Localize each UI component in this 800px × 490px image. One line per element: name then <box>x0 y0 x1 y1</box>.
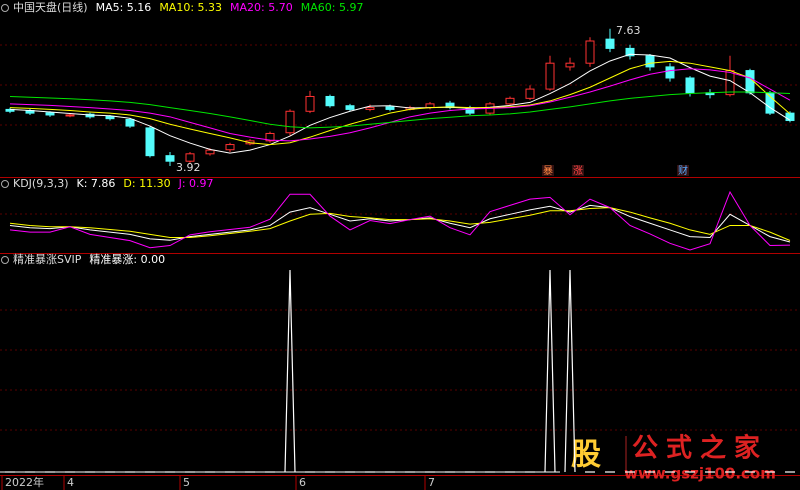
candle-body <box>125 118 135 127</box>
panel-title: 中国天盘(日线) <box>13 0 88 14</box>
candle-body <box>305 95 315 112</box>
candle-body <box>745 70 755 94</box>
marker-box <box>542 165 554 176</box>
x-axis-label: 4 <box>67 476 74 489</box>
signal-spike <box>284 269 296 473</box>
candle-body <box>225 144 235 151</box>
watermark-text: 公式之家 <box>632 433 768 464</box>
candle-body <box>105 115 115 120</box>
candle-body <box>645 55 655 68</box>
marker-label: 暴 <box>543 165 553 177</box>
indicator-line <box>9 53 791 154</box>
candle-body <box>625 47 635 57</box>
max-label: 7.63 <box>616 24 641 37</box>
legend-entry: MA60: 5.97 <box>301 1 364 14</box>
indicator-line <box>9 204 791 243</box>
candle-body <box>365 107 375 110</box>
candle-body <box>385 106 395 110</box>
candle-body <box>65 114 75 117</box>
candle-body <box>785 112 795 122</box>
legend-entry: MA5: 5.16 <box>96 1 152 14</box>
watermark: 股 公式之家 www.gszj100.com <box>571 433 776 483</box>
candle-body <box>345 105 355 110</box>
candle-body <box>165 155 175 162</box>
marker-label: 涨 <box>573 165 583 177</box>
watermark-url: www.gszj100.com <box>624 465 776 483</box>
candle-body <box>205 149 215 155</box>
candle-body <box>525 88 535 99</box>
panel-title: 精准暴涨SVIP <box>13 253 82 266</box>
signal-spike <box>564 269 576 473</box>
marker-box <box>572 165 584 176</box>
marker-label: 财 <box>678 164 688 177</box>
indicator-line <box>9 68 791 142</box>
legend-entry: 精准暴涨: 0.00 <box>89 253 165 266</box>
candle-body <box>45 112 55 116</box>
legend-entry: K: 7.86 <box>77 177 116 190</box>
panel-icon <box>1 256 9 264</box>
candle-body <box>505 97 515 105</box>
candle-body <box>685 77 695 94</box>
marker-box <box>677 165 689 176</box>
x-axis-label: 2022年 <box>5 475 44 489</box>
indicator-line <box>9 190 791 251</box>
candle-body <box>145 127 155 157</box>
panel-icon <box>1 180 9 188</box>
indicator-line <box>9 60 791 146</box>
candle-body <box>565 62 575 68</box>
legend-entry: J: 0.97 <box>178 177 214 190</box>
candle-body <box>665 66 675 79</box>
panel-title: KDJ(9,3,3) <box>13 177 69 190</box>
candle-body <box>185 153 195 162</box>
candle-body <box>605 38 615 49</box>
x-axis-label: 7 <box>428 476 435 489</box>
candle-body <box>265 132 275 142</box>
x-axis-label: 6 <box>299 476 306 489</box>
signal-spike <box>544 269 556 473</box>
panel-icon <box>1 4 9 12</box>
legend-entry: D: 11.30 <box>123 177 170 190</box>
legend-entry: MA20: 5.70 <box>230 1 293 14</box>
candle-body <box>285 110 295 134</box>
candle-body <box>325 95 335 107</box>
indicator-line <box>9 91 791 129</box>
watermark-icon: 股 <box>571 438 601 473</box>
indicator-line <box>9 207 791 241</box>
candle-body <box>585 40 595 64</box>
x-axis-label: 5 <box>183 476 190 489</box>
min-label: 3.92 <box>176 161 201 174</box>
legend-entry: MA10: 5.33 <box>159 1 222 14</box>
candle-body <box>545 62 555 90</box>
